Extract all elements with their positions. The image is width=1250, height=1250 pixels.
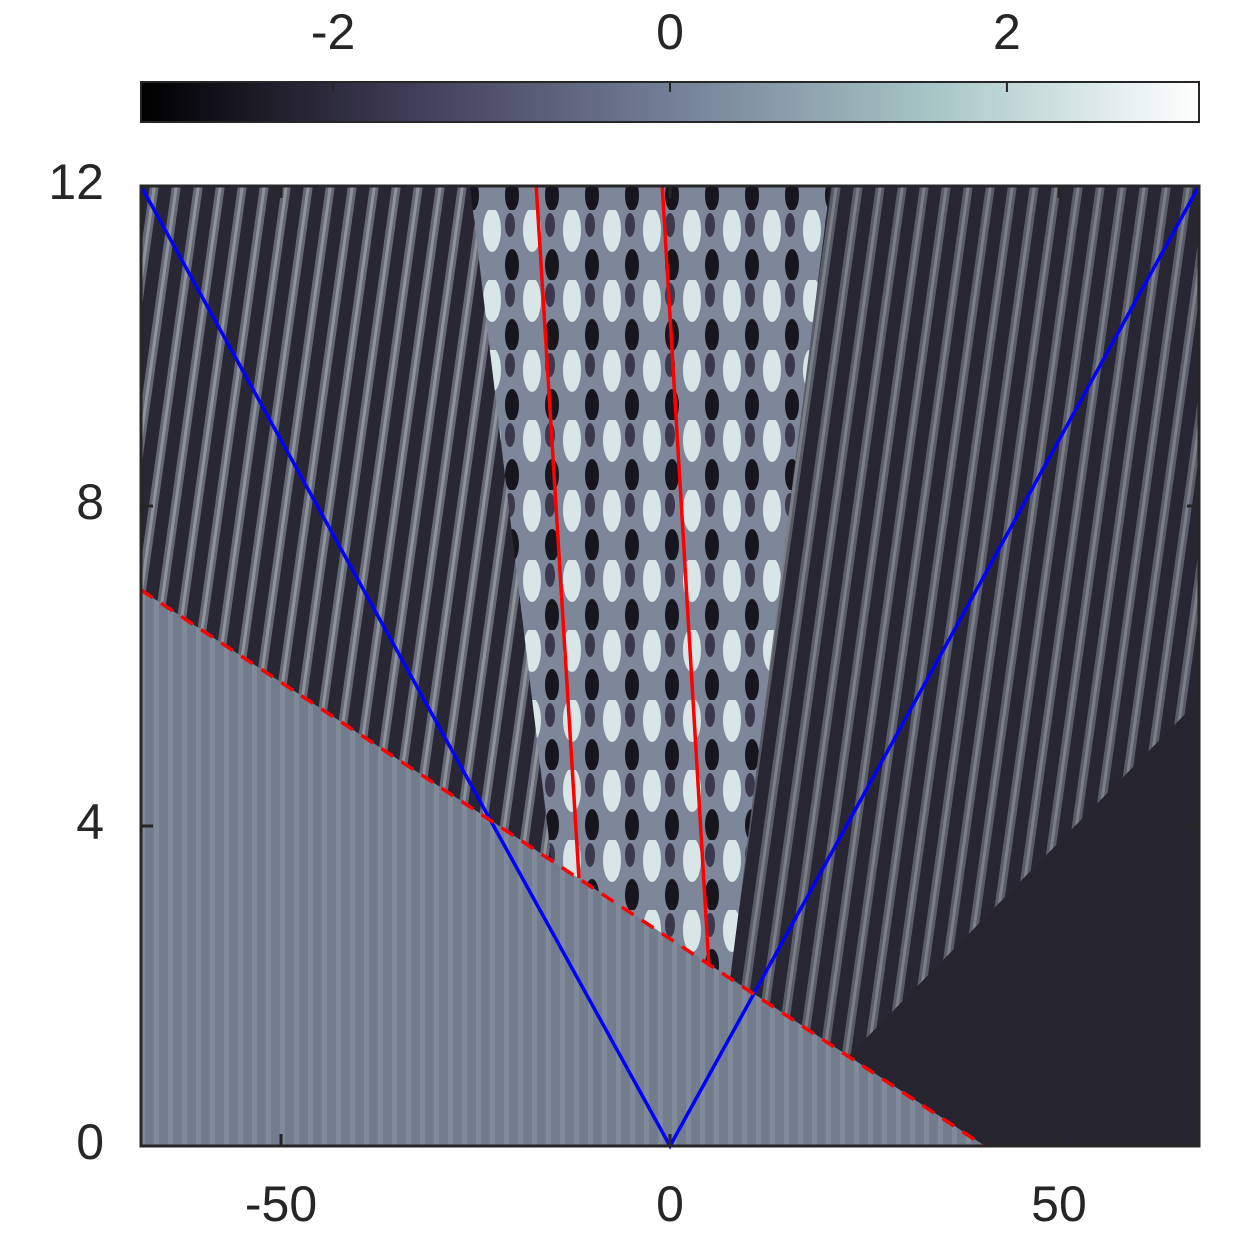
overlay-line bbox=[534, 185, 581, 879]
colorbar-tick-label: -2 bbox=[311, 4, 355, 60]
x-tick-label: 0 bbox=[656, 1176, 684, 1232]
colorbar-tick-label: 0 bbox=[656, 4, 684, 60]
field-texture bbox=[141, 186, 1199, 1146]
y-tick-label: 8 bbox=[76, 474, 104, 530]
y-tick-label: 0 bbox=[76, 1114, 104, 1170]
y-tick-label: 4 bbox=[76, 794, 104, 850]
overlay-line bbox=[660, 185, 711, 966]
colorbar bbox=[140, 81, 1200, 123]
y-tick-label: 12 bbox=[48, 154, 104, 210]
x-tick-label: 50 bbox=[1031, 1176, 1087, 1232]
colorbar-tick-label: 2 bbox=[993, 4, 1021, 60]
overlay-line bbox=[140, 588, 986, 1148]
x-tick-label: -50 bbox=[245, 1176, 317, 1232]
